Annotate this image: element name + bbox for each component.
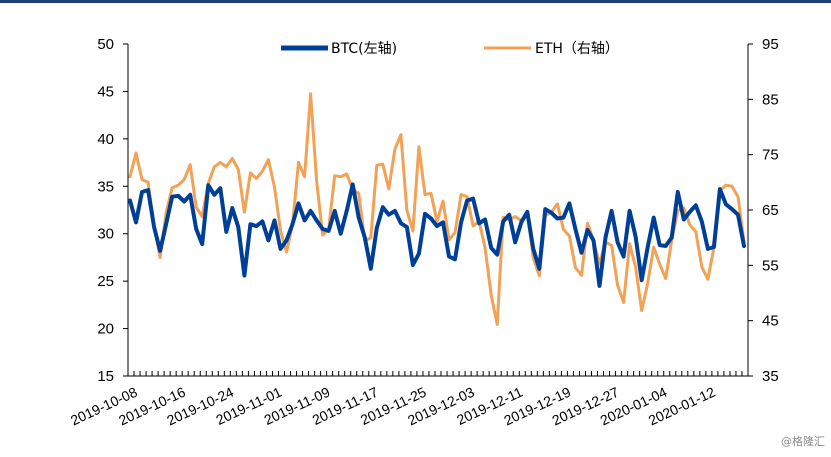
series-layer — [128, 92, 746, 326]
top-rule — [0, 0, 831, 3]
right-y-tick-label: 75 — [762, 147, 779, 164]
right-y-tick-label: 35 — [762, 368, 779, 385]
legend: BTC(左轴) ETH（右轴） — [281, 41, 619, 57]
watermark: @格隆汇 — [781, 435, 825, 448]
legend-eth-label: ETH（右轴） — [535, 41, 619, 57]
left-y-tick-label: 35 — [97, 178, 114, 195]
right-y-tick-label: 65 — [762, 202, 779, 219]
left-y-tick-label: 15 — [97, 368, 114, 385]
legend-btc-label: BTC(左轴) — [331, 41, 397, 57]
left-y-tick-label: 20 — [97, 321, 114, 338]
eth-series-line — [128, 92, 746, 326]
left-y-tick-label: 30 — [97, 226, 114, 243]
left-y-tick-label: 40 — [97, 131, 114, 148]
right-y-tick-label: 95 — [762, 36, 779, 53]
right-y-ticks: 35 45 55 65 75 85 95 — [748, 36, 779, 385]
right-y-tick-label: 85 — [762, 91, 779, 108]
btc-series-line — [128, 182, 746, 288]
left-y-tick-label: 25 — [97, 273, 114, 290]
x-ticks — [127, 371, 749, 376]
left-y-tick-label: 50 — [97, 36, 114, 53]
x-tick-labels: 2019-10-082019-10-162019-10-242019-11-01… — [68, 384, 718, 429]
right-y-tick-label: 45 — [762, 313, 779, 330]
right-y-tick-label: 55 — [762, 257, 779, 274]
left-y-ticks: 15 20 25 30 35 40 45 50 — [97, 36, 128, 385]
axes — [127, 44, 749, 377]
left-y-tick-label: 45 — [97, 83, 114, 100]
